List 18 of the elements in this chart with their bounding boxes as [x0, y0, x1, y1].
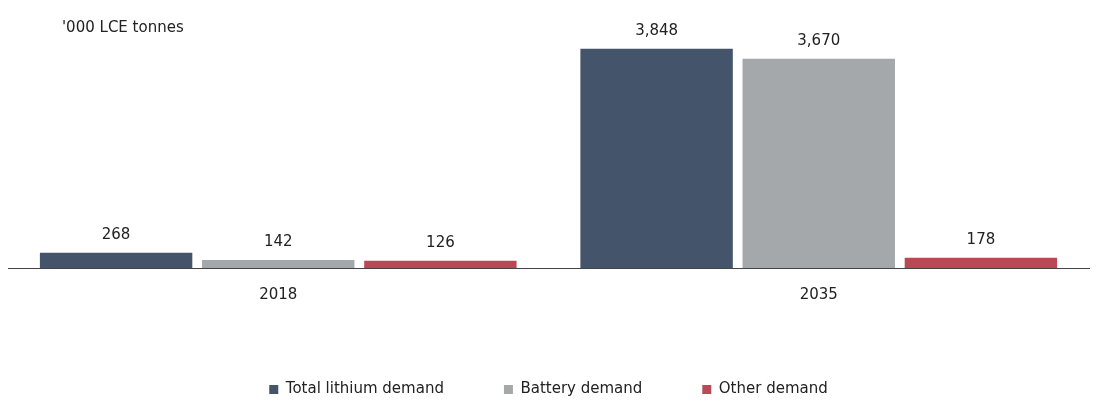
bar [39, 252, 193, 268]
bar [904, 257, 1058, 268]
x-tick-label: 2035 [799, 284, 838, 303]
data-label: 3,848 [635, 21, 679, 40]
bar [202, 259, 355, 268]
data-label: 142 [263, 232, 293, 251]
legend-label: Total lithium demand [284, 379, 444, 398]
bar [364, 260, 517, 268]
x-tick-label: 2018 [259, 284, 298, 303]
data-label: 178 [966, 230, 996, 249]
bar [580, 48, 733, 268]
bar [742, 58, 895, 268]
data-label: 126 [426, 233, 455, 252]
data-label: 3,670 [797, 31, 841, 50]
data-label: 268 [101, 225, 131, 244]
legend-label: Battery demand [520, 379, 643, 398]
y-axis-title: '000 LCE tonnes [62, 18, 184, 36]
legend-label: Other demand [718, 379, 828, 398]
